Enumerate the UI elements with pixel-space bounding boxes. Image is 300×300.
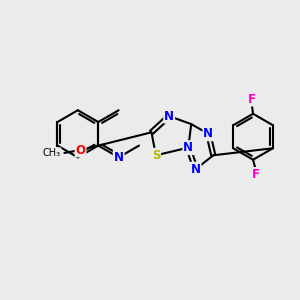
Text: O: O	[76, 143, 85, 157]
Text: F: F	[248, 93, 256, 106]
Text: F: F	[252, 168, 260, 181]
Text: CH₃: CH₃	[43, 148, 61, 158]
Text: N: N	[164, 110, 174, 123]
Text: N: N	[114, 151, 124, 164]
Text: N: N	[190, 163, 201, 176]
Text: N: N	[183, 141, 193, 154]
Text: S: S	[152, 149, 160, 162]
Text: N: N	[203, 127, 213, 140]
